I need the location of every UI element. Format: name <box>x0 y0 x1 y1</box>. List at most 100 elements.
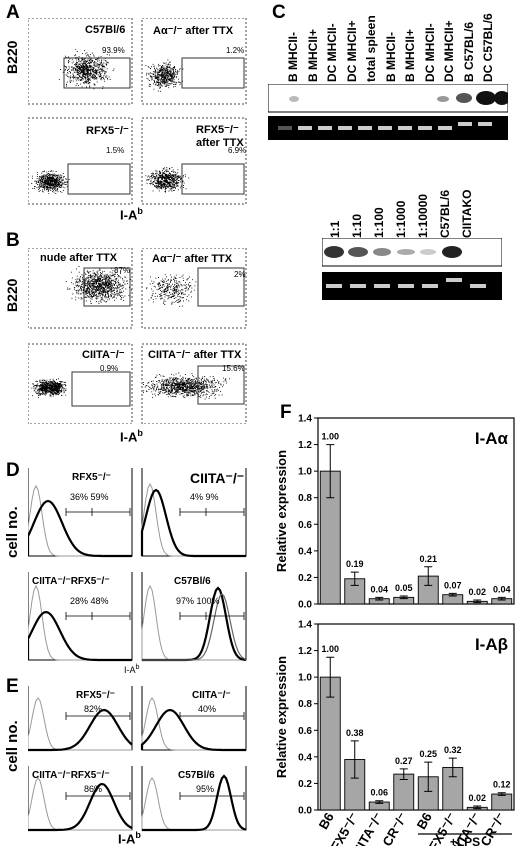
panel-b-plot-2 <box>141 248 247 329</box>
y-tick-label: 1.2 <box>298 646 312 657</box>
value-label: 0.02 <box>468 587 486 597</box>
panel-d-hist-3-title: CIITA⁻/⁻RFX5⁻/⁻ <box>32 576 110 587</box>
panel-b-plot-3-pct: 0.9% <box>100 364 119 373</box>
error-bar <box>473 805 482 810</box>
value-label: 0.06 <box>370 788 388 798</box>
panel-c-lane-label-top-4: DC MHCII+ <box>344 20 359 82</box>
y-tick-label: 0.4 <box>298 752 312 763</box>
panel-c-gel-bottom <box>322 238 502 300</box>
value-label: 0.32 <box>444 745 462 755</box>
error-bar <box>375 800 384 804</box>
panel-b-letter: B <box>6 230 20 251</box>
panel-c-lane-label-top-6: B MHCII- <box>383 32 398 82</box>
value-label: 0.02 <box>468 793 486 803</box>
panel-b-plot-3-title: CIITA⁻/⁻ <box>82 349 125 361</box>
panel-a-ylabel: B220 <box>4 40 20 74</box>
y-tick-label: 1.4 <box>298 620 312 631</box>
error-bar <box>424 761 433 792</box>
panel-a-plot-4-pct: 6.9% <box>228 146 247 155</box>
value-label: 0.04 <box>493 584 511 594</box>
panel-e-hist-2-title: CIITA⁻/⁻ <box>192 690 231 701</box>
x-category-label: CR⁻/⁻ <box>477 810 508 846</box>
error-bar <box>448 592 457 597</box>
y-tick-label: 0.0 <box>298 806 312 817</box>
panel-e-hist-1 <box>28 686 133 752</box>
panel-b-plot-4-title: CIITA⁻/⁻ after TTX <box>148 349 242 361</box>
panel-a-plot-4-title: RFX5⁻/⁻ after TTX <box>196 124 244 149</box>
lps-bracket: +LPS <box>418 833 512 846</box>
panel-c-lane-label-bottom-3: 1:100 <box>372 207 386 238</box>
panel-d-hist-1-pct: 36% 59% <box>70 492 109 502</box>
panel-c-lane-labels-top: B MHCII- B MHCII+ DC MHCII- DC MHCII+ total … <box>286 4 506 84</box>
panel-b-ylabel: B220 <box>4 278 20 312</box>
value-label: 0.12 <box>493 780 511 790</box>
panel-b-plot-2-title: Aα⁻/⁻ after TTX <box>152 253 233 265</box>
chart-title: I-Aα <box>475 429 509 448</box>
panel-c-lane-label-bottom-7: CIITAKO <box>460 189 474 238</box>
panel-d-hist-4-pct: 97% 100% <box>176 596 220 606</box>
panel-d-ylabel: cell no. <box>4 506 21 558</box>
panel-c-lane-label-bottom-4: 1:1000 <box>394 200 408 238</box>
error-bar <box>497 596 506 601</box>
panel-c-lane-label-top-11: DC C57BL/6 <box>481 13 495 82</box>
panel-e-hist-2-pct: 40% <box>198 704 217 714</box>
panel-c-gel-top-northern <box>268 84 508 113</box>
panel-e-hist-3 <box>28 766 133 832</box>
panel-c-lane-label-top-7: B MHCII+ <box>403 28 417 82</box>
panel-d-hist-1 <box>28 468 133 558</box>
panel-a-plot-3-pct: 1.5% <box>106 146 125 155</box>
panel-e-ylabel: cell no. <box>4 720 21 772</box>
panel-b-plot-1-title: nude after TTX <box>40 252 118 264</box>
panel-c-gel-top <box>268 84 508 140</box>
error-bar <box>497 792 506 796</box>
panel-c-lane-labels-bottom: 1:1 1:10 1:100 1:1000 1:10000 C57BL/6 CIITAKO <box>328 180 488 238</box>
error-bar <box>326 444 335 499</box>
panel-c-lane-label-top-8: DC MHCII- <box>422 23 437 82</box>
panel-e-xlabel: I-Ab <box>118 830 141 847</box>
panel-d-hist-4-title: C57Bl/6 <box>174 576 211 587</box>
x-category-label: B6 <box>414 810 435 832</box>
panel-d-hist-2 <box>140 468 247 558</box>
panel-a-plot-3 <box>28 117 133 205</box>
panel-c-lane-label-bottom-2: 1:10 <box>350 213 364 238</box>
panel-d-hist-3-pct: 28% 48% <box>70 596 109 606</box>
y-tick-label: 0.8 <box>298 493 312 504</box>
error-bar <box>424 566 433 586</box>
panel-a-xlabel: I-Ab <box>120 206 143 223</box>
chart-title: I-Aβ <box>475 635 508 654</box>
value-label: 1.00 <box>321 644 339 654</box>
panel-b-plot-2-pct: 2% <box>234 270 246 279</box>
panel-d-histograms <box>28 468 247 662</box>
panel-d-hist-2-pct: 4% 9% <box>190 492 219 502</box>
y-tick-label: 1.4 <box>298 414 312 425</box>
panel-b-plot-4 <box>141 343 247 424</box>
panel-c-lane-label-bottom-6: C57BL/6 <box>438 189 452 238</box>
y-tick-label: 0.6 <box>298 520 312 531</box>
value-label: 0.25 <box>419 749 437 759</box>
y-tick-label: 0.8 <box>298 699 312 710</box>
panel-a-plot-1 <box>28 18 133 105</box>
y-tick-label: 1.0 <box>298 673 312 684</box>
panel-e-hist-4-title: C57Bl/6 <box>178 770 215 781</box>
panel-e-hist-1-title: RFX5⁻/⁻ <box>76 690 115 701</box>
panel-e-hist-3-pct: 86% <box>84 784 103 794</box>
panel-e-hist-4-pct: 95% <box>196 784 215 794</box>
panel-a-plots <box>28 18 247 205</box>
panel-c-lane-label-top-10: B C57BL/6 <box>461 21 476 82</box>
panel-c-lane-label-top-2: B MHCII+ <box>305 28 320 82</box>
panel-c-lane-label-top-3: DC MHCII- <box>325 23 339 82</box>
panel-c-lane-label-top-1: B MHCII- <box>286 32 300 82</box>
y-tick-label: 0.0 <box>298 600 312 611</box>
error-bar <box>473 599 482 604</box>
value-label: 0.21 <box>419 554 437 564</box>
y-axis-label: Relative expression <box>274 450 289 572</box>
value-label: 0.19 <box>346 559 364 569</box>
value-label: 0.38 <box>346 728 364 738</box>
panel-a-plot-2 <box>141 18 247 105</box>
panel-a-plot-2-pct: 1.2% <box>226 46 245 55</box>
chart-frame <box>317 417 515 605</box>
panel-f-letter: F <box>280 402 292 423</box>
panel-d-letter: D <box>6 460 20 481</box>
error-bar <box>375 596 384 601</box>
panel-e-letter: E <box>6 676 19 697</box>
